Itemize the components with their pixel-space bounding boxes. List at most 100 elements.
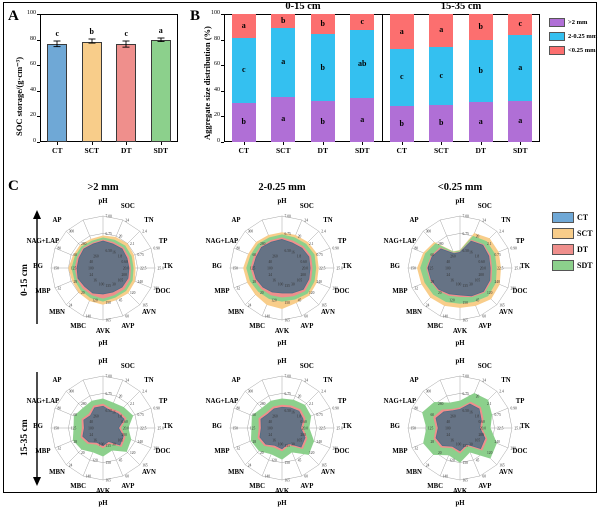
svg-text:240: 240 (137, 440, 143, 444)
svg-text:280: 280 (333, 446, 339, 450)
panel-b-ytick-label: 20 (214, 112, 220, 119)
svg-text:240: 240 (316, 440, 322, 444)
svg-text:20: 20 (438, 451, 442, 455)
svg-text:45: 45 (476, 458, 480, 462)
svg-text:0.60: 0.60 (300, 260, 306, 264)
panel-b-xlabel-dt: DT (317, 146, 328, 155)
radar-axis-label-avk: AVK (274, 488, 290, 495)
svg-text:125: 125 (428, 267, 434, 271)
svg-text:125: 125 (71, 427, 77, 431)
svg-text:2.1: 2.1 (130, 242, 135, 246)
svg-text:125: 125 (250, 267, 256, 271)
svg-text:280: 280 (438, 402, 444, 406)
svg-text:24: 24 (447, 433, 451, 437)
svg-text:20: 20 (260, 451, 264, 455)
svg-text:20: 20 (260, 291, 264, 295)
svg-text:125: 125 (71, 267, 77, 271)
panel-b-bar-segment-gt2mm (389, 105, 414, 142)
svg-text:150: 150 (54, 267, 60, 271)
svg-text:120: 120 (271, 458, 277, 462)
svg-text:300: 300 (426, 390, 432, 394)
svg-text:100: 100 (278, 282, 284, 286)
svg-text:240: 240 (137, 280, 143, 284)
svg-text:2.4: 2.4 (499, 390, 504, 394)
panel-c-legend-swatch (552, 228, 574, 239)
panel-b-sig-letter: a (281, 57, 286, 67)
svg-text:140: 140 (443, 475, 449, 479)
panel-a-errorbar (157, 37, 165, 42)
svg-text:150: 150 (285, 461, 291, 465)
radar-axis-label-tk: TK (163, 423, 173, 430)
figure-border (3, 2, 597, 493)
svg-text:20.0: 20.0 (123, 427, 129, 431)
svg-text:0.60: 0.60 (300, 420, 306, 424)
svg-text:60: 60 (125, 315, 129, 319)
svg-text:135: 135 (463, 444, 469, 448)
panel-b-bar-segment-lt025 (429, 14, 454, 47)
radar-axis-label-mbc: MBC (249, 323, 266, 331)
svg-text:120: 120 (309, 451, 315, 455)
panel-b-sig-letter: b (320, 116, 325, 126)
radar-axis-label-mbp: MBP (214, 287, 230, 295)
radar-axis-label-avn: AVN (321, 468, 335, 476)
panel-b-xlabel-dt: DT (475, 146, 486, 155)
radar-axis-label-avk: AVK (95, 488, 111, 495)
panel-a-ylabel: SOC storage/(g·cm⁻³) (14, 56, 24, 136)
radar-axis-label-tp: TP (158, 398, 168, 406)
svg-text:20: 20 (119, 395, 123, 399)
panel-b-bar-segment-mid (350, 30, 375, 99)
panel-b-ylabel: Aggregate size distribution (%) (202, 26, 212, 140)
radar-axis-label-nag-lap: NAG+LAP (26, 238, 60, 246)
radar-axis-label-ph-bottom: pH (277, 340, 287, 347)
panel-b-legend-label: <0.25 mm (568, 47, 596, 54)
panel-b-bar-segment-gt2mm (468, 102, 493, 142)
panel-b-bar-segment-mid (231, 37, 256, 103)
panel-b-ytick (221, 90, 224, 92)
svg-text:165: 165 (285, 479, 291, 483)
panel-a-xlabel-dt: DT (121, 146, 132, 155)
panel-b-ytick (221, 65, 224, 67)
panel-b-xtick (283, 142, 285, 145)
panel-a-plot-frame (40, 14, 178, 142)
panel-b-sig-letter: a (399, 26, 404, 36)
radar-axis-label-doc: DOC (155, 447, 171, 455)
panel-b-bar-segment-gt2mm (310, 101, 335, 142)
radar-axis-label-tp: TP (337, 398, 347, 406)
panel-b-xtick (480, 142, 482, 145)
radar-axis-label-avp: AVP (300, 323, 314, 331)
svg-text:6.75: 6.75 (463, 392, 469, 396)
radar-axis-label-doc: DOC (512, 447, 528, 455)
panel-a-ytick (37, 14, 40, 15)
svg-text:300: 300 (248, 230, 254, 234)
svg-text:32: 32 (414, 286, 418, 290)
panel-b-sig-letter: a (241, 20, 246, 30)
radar-chart-c-0-15-gt2: 6.50 6.75 7.00 16 20 24 1.8 2.1 2.4 0.60 0.75 0.90 2… (50, 215, 164, 323)
radar-axis-label-mbn: MBN (49, 308, 65, 316)
radar-chart-c-0-15-mid: 6.50 6.75 7.00 16 20 24 1.8 2.1 2.4 0.60 0.75 0.90 2… (229, 215, 343, 323)
panel-b-xtick (243, 142, 245, 145)
panel-a-sig-letter: b (89, 27, 94, 37)
panel-b-sig-letter: c (399, 72, 404, 82)
radar-axis-label-ap: AP (409, 217, 419, 225)
svg-text:300: 300 (69, 230, 75, 234)
radar-axis-label-ph-bottom: pH (455, 500, 465, 507)
svg-text:200: 200 (121, 433, 127, 437)
panel-b-ytick-label: 40 (214, 86, 220, 93)
panel-b-group-divider (382, 14, 384, 142)
panel-b-bar-segment-mid (468, 40, 493, 103)
radar-axis-label-nag-lap: NAG+LAP (383, 398, 417, 406)
radar-axis-label-tn: TN (144, 377, 154, 385)
svg-text:135: 135 (106, 444, 112, 448)
panel-b-sig-letter: a (518, 62, 523, 72)
panel-a-ytick-label: 60 (30, 61, 36, 68)
svg-text:40: 40 (447, 260, 451, 264)
svg-text:28: 28 (74, 440, 78, 444)
svg-text:20.0: 20.0 (302, 267, 308, 271)
svg-text:165: 165 (463, 319, 469, 323)
panel-c-legend-swatch (552, 212, 574, 223)
svg-text:100: 100 (88, 427, 94, 431)
svg-text:100: 100 (445, 267, 451, 271)
svg-text:20: 20 (81, 451, 85, 455)
panel-b-bar-segment-mid (429, 46, 454, 105)
radar-axis-label-avp: AVP (121, 483, 135, 491)
